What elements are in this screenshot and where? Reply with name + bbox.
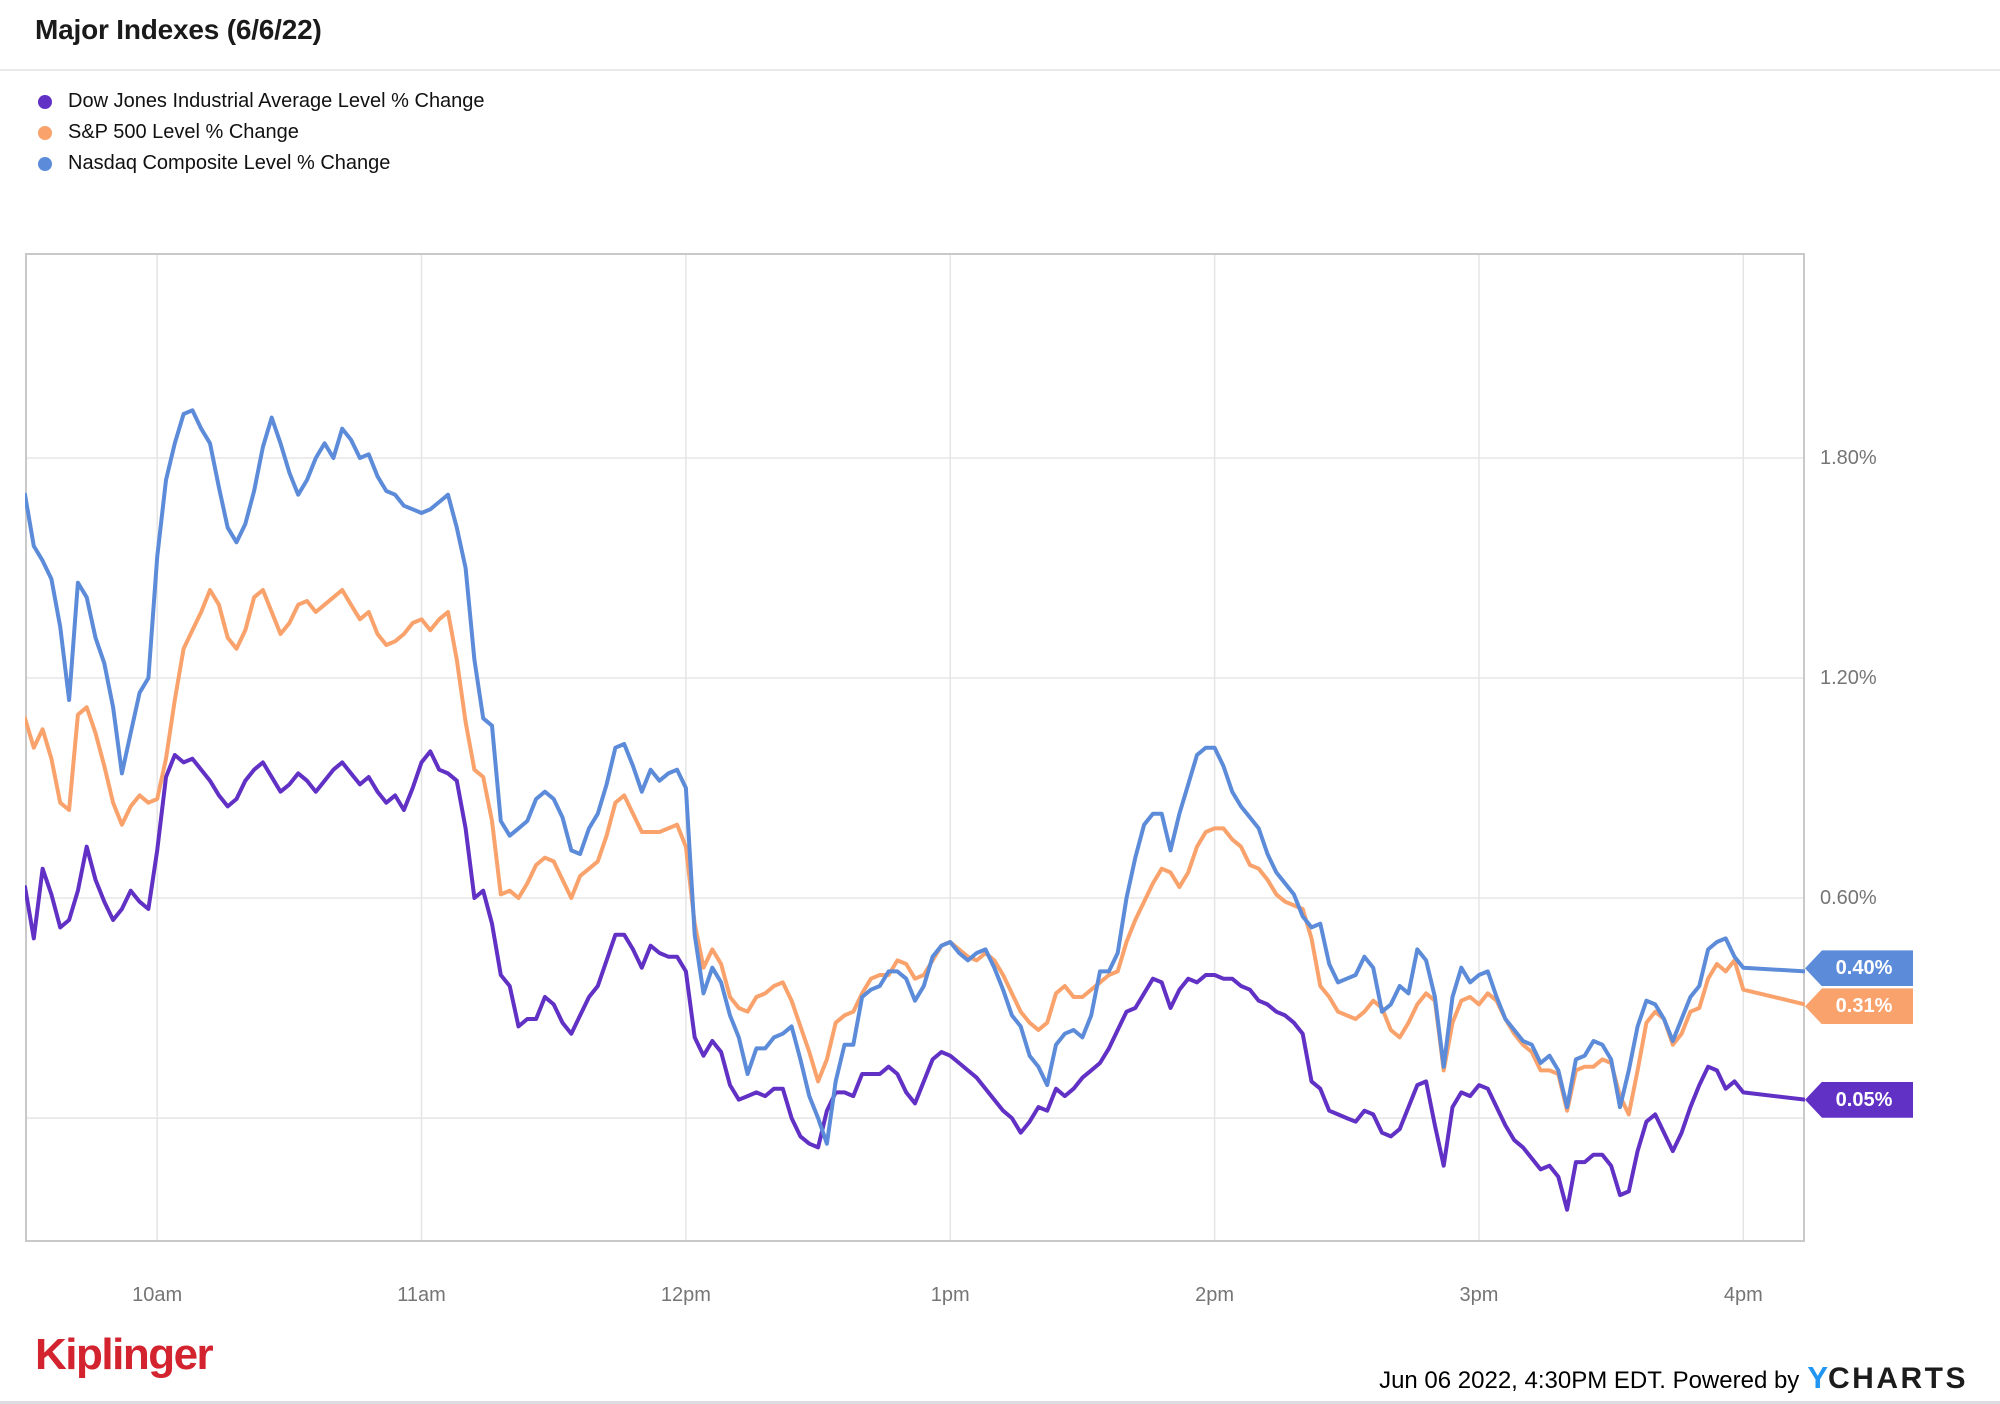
page-title: Major Indexes (6/6/22) bbox=[35, 14, 322, 45]
series-line-s-p-500 bbox=[25, 588, 1805, 1117]
bottom-edge bbox=[0, 1401, 2000, 1404]
y-tick-label: 0.60% bbox=[1820, 887, 1877, 910]
plot-area bbox=[25, 253, 1805, 1242]
series-line-nasdaq-composite bbox=[25, 408, 1805, 1146]
x-tick-label-4pm: 4pm bbox=[1723, 1284, 1763, 1306]
x-tick-label-1pm: 1pm bbox=[930, 1284, 970, 1306]
legend-item-label: Dow Jones Industrial Average Level % Cha… bbox=[68, 90, 485, 112]
legend-item-3[interactable]: Nasdaq Composite Level % Change bbox=[38, 148, 485, 179]
title-divider bbox=[0, 69, 2000, 71]
legend-item-2[interactable]: S&P 500 Level % Change bbox=[38, 117, 485, 148]
series-line-dow-jones-industrial-average bbox=[25, 749, 1805, 1212]
x-tick-label-12pm: 12pm bbox=[660, 1284, 711, 1306]
legend-dot-icon bbox=[38, 125, 52, 140]
y-tick-label: 1.80% bbox=[1820, 446, 1877, 469]
kiplinger-logo[interactable]: Kiplinger bbox=[35, 1330, 214, 1379]
end-tag-s-p-500: 0.31% bbox=[1805, 988, 1913, 1025]
legend-item-label: S&P 500 Level % Change bbox=[68, 121, 299, 143]
timestamp-text: Jun 06 2022, 4:30PM EDT. Powered by bbox=[1379, 1367, 1800, 1394]
ycharts-wordmark: CHARTS bbox=[1828, 1362, 1968, 1395]
x-tick-label-3pm: 3pm bbox=[1459, 1284, 1499, 1306]
legend-item-label: Nasdaq Composite Level % Change bbox=[68, 152, 391, 174]
ycharts-logo[interactable]: YCHARTS bbox=[1807, 1360, 1968, 1396]
end-tag-dow-jones-industrial-average: 0.05% bbox=[1805, 1081, 1913, 1118]
footer-attribution: Jun 06 2022, 4:30PM EDT. Powered by YCHA… bbox=[1379, 1360, 1968, 1396]
end-tag-nasdaq-composite: 0.40% bbox=[1805, 950, 1913, 987]
x-tick-label-10am: 10am bbox=[132, 1284, 183, 1306]
y-tick-label: 1.20% bbox=[1820, 667, 1877, 689]
x-tick-label-11am: 11am bbox=[397, 1284, 446, 1306]
legend-dot-icon bbox=[38, 94, 52, 109]
legend: Dow Jones Industrial Average Level % Cha… bbox=[38, 86, 485, 179]
x-tick-label-2pm: 2pm bbox=[1195, 1284, 1235, 1306]
legend-item-1[interactable]: Dow Jones Industrial Average Level % Cha… bbox=[38, 86, 485, 117]
legend-dot-icon bbox=[38, 156, 52, 171]
ycharts-y-icon: Y bbox=[1807, 1360, 1828, 1395]
plot-border bbox=[25, 253, 1805, 1242]
plot-svg bbox=[25, 253, 1805, 1242]
